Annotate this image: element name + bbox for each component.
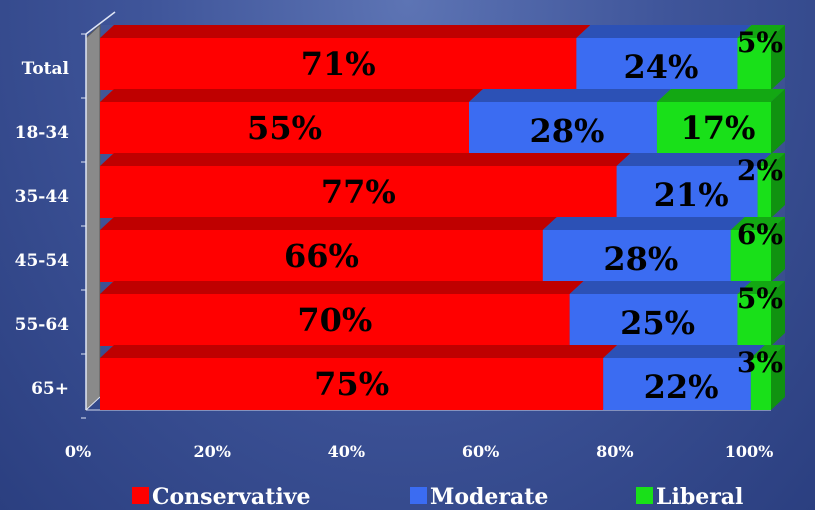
bar-conservative [100, 230, 543, 282]
legend-swatch-moderate [410, 487, 427, 504]
bar-liberal [757, 166, 771, 218]
legend-label-conservative: Conservative [152, 484, 311, 510]
bar-row-45-54: 66% 28% 6% [100, 217, 785, 282]
bar-side-face-liberal [771, 153, 785, 218]
bar-liberal [730, 230, 771, 282]
bar-top-face-conservative [100, 25, 591, 38]
bar-moderate [469, 102, 657, 154]
data-label-conservative: 55% [247, 109, 322, 147]
bar-side-face-liberal [771, 345, 785, 410]
x-tick-label: 40% [328, 442, 365, 461]
data-label-liberal: 3% [737, 346, 783, 379]
data-label-moderate: 21% [654, 176, 729, 214]
bar-row-18-34: 55% 28% 17% [100, 89, 785, 154]
bar-liberal [656, 102, 771, 154]
bar-side-face-liberal [771, 25, 785, 90]
bar-row-65-: 75% 22% 3% [100, 345, 785, 410]
category-label: 65+ [31, 379, 69, 399]
data-label-liberal: 2% [737, 154, 783, 187]
data-label-conservative: 70% [297, 301, 372, 339]
category-label: 35-44 [15, 187, 70, 207]
legend-swatch-liberal [636, 487, 653, 504]
data-label-conservative: 71% [301, 45, 376, 83]
bar-top-face-moderate [542, 217, 745, 230]
side-wall [85, 23, 101, 412]
data-label-moderate: 25% [620, 304, 695, 342]
bar-top-face-conservative [100, 281, 584, 294]
bar-top-face-liberal [757, 153, 785, 166]
bar-conservative [100, 294, 570, 346]
bar-side-face-liberal [771, 281, 785, 346]
data-label-liberal: 6% [737, 218, 783, 251]
bar-moderate [576, 38, 738, 90]
category-label: Total [22, 59, 70, 79]
x-tick-label: 60% [462, 442, 499, 461]
bar-top-face-liberal [656, 89, 785, 102]
bar-moderate [616, 166, 758, 218]
bar-top-face-conservative [100, 345, 618, 358]
bar-side-face-liberal [771, 217, 785, 282]
bar-top-face-conservative [100, 89, 484, 102]
x-tick-label: 100% [725, 442, 774, 461]
bar-conservative [100, 166, 617, 218]
bar-top-face-liberal [730, 217, 785, 230]
bar-moderate [603, 358, 751, 410]
category-label: 55-64 [15, 315, 70, 335]
bar-top-face-liberal [750, 345, 785, 358]
category-labels: Total 18-34 35-44 45-54 55-64 65+ [15, 59, 70, 399]
data-label-conservative: 75% [314, 365, 389, 403]
x-tick-label: 0% [65, 442, 91, 461]
bar-liberal [750, 358, 771, 410]
bar-row-55-64: 70% 25% 5% [100, 281, 785, 346]
bar-moderate [542, 230, 731, 282]
bar-conservative [100, 358, 604, 410]
bar-top-face-conservative [100, 153, 631, 166]
category-label: 45-54 [15, 251, 70, 271]
data-label-moderate: 28% [530, 112, 605, 150]
bar-top-face-moderate [469, 89, 671, 102]
data-label-moderate: 22% [644, 368, 719, 406]
data-label-liberal: 17% [680, 109, 755, 147]
bar-row-35-44: 77% 21%2% [100, 153, 785, 218]
bar-top-face-moderate [576, 25, 752, 38]
bar-liberal [737, 38, 771, 90]
x-tick-labels: 0% 20% 40% 60% 80% 100% [65, 442, 773, 461]
x-tick-label: 80% [596, 442, 633, 461]
bar-liberal [737, 294, 771, 346]
legend: Conservative Moderate Liberal [132, 484, 743, 510]
legend-label-liberal: Liberal [656, 484, 743, 510]
bar-conservative [100, 38, 577, 90]
bar-conservative [100, 102, 470, 154]
bar-row-total: 71% 24% 5% [100, 25, 785, 90]
data-label-conservative: 66% [284, 237, 359, 275]
bar-top-face-moderate [616, 153, 772, 166]
bar-moderate [569, 294, 738, 346]
bar-top-face-conservative [100, 217, 557, 230]
legend-label-moderate: Moderate [430, 484, 548, 510]
legend-swatch-conservative [132, 487, 149, 504]
x-tick-label: 20% [193, 442, 230, 461]
axis-diagonal [85, 11, 116, 35]
bar-top-face-moderate [569, 281, 752, 294]
bar-top-face-moderate [603, 345, 765, 358]
bar-top-face-liberal [737, 281, 785, 294]
bar-side-face-liberal [771, 89, 785, 154]
data-label-liberal: 5% [737, 26, 783, 59]
data-label-moderate: 24% [623, 48, 698, 86]
category-label: 18-34 [15, 123, 70, 143]
data-label-moderate: 28% [603, 240, 678, 278]
data-label-liberal: 5% [737, 282, 783, 315]
data-label-conservative: 77% [321, 173, 396, 211]
bars-group: 71% 24% 5% 55% 28% 17% 77% 21%2% 66% 28% 6% 70% 25% 5… [100, 25, 785, 410]
bar-top-face-liberal [737, 25, 785, 38]
floor-diagonal [85, 396, 101, 411]
